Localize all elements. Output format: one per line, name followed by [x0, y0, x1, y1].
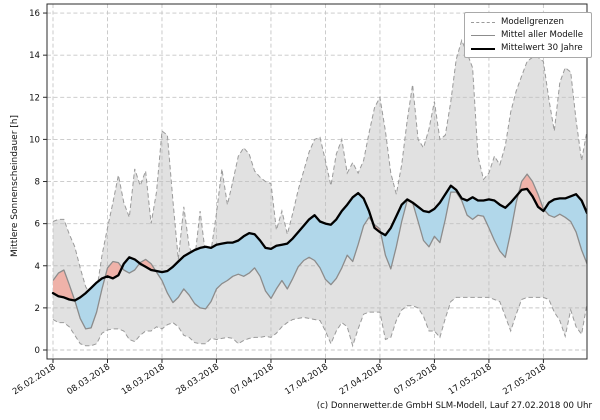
- y-tick-label: 16: [29, 9, 40, 19]
- y-tick-label: 12: [29, 93, 40, 103]
- y-tick-label: 4: [35, 262, 40, 272]
- x-tick-label: 07.05.2018: [392, 362, 439, 397]
- model-range-lower-bound: [52, 296, 587, 348]
- black-line-sample-icon: [471, 47, 495, 50]
- x-tick-label: 17.05.2018: [447, 362, 494, 397]
- chart-legend: Modellgrenzen Mittel aller Modelle Mitte…: [464, 12, 592, 59]
- legend-item-modellgrenzen: Modellgrenzen: [471, 17, 585, 27]
- band-model-below-mean: [53, 185, 587, 329]
- x-tick-label: 07.04.2018: [229, 362, 276, 397]
- y-tick-label: 10: [29, 135, 40, 145]
- y-tick-label: 8: [35, 178, 40, 188]
- y-tick-label: 6: [35, 220, 40, 230]
- x-tick-label: 18.03.2018: [120, 362, 167, 397]
- gray-line-sample-icon: [471, 35, 495, 37]
- x-tick-label: 27.05.2018: [501, 362, 548, 397]
- legend-item-mittelwert-30-jahre: Mittelwert 30 Jahre: [471, 44, 585, 53]
- y-tick-label: 2: [35, 304, 40, 314]
- copyright-footer: (c) Donnerwetter.de GmbH SLM-Modell, Lau…: [316, 401, 592, 411]
- legend-label: Modellgrenzen: [501, 17, 564, 27]
- x-tick-label: 08.03.2018: [65, 362, 112, 397]
- model-range-area: [53, 40, 587, 346]
- model-mean-line: [52, 173, 587, 330]
- mean-30-years-line: [51, 184, 587, 302]
- y-tick-label: 0: [35, 346, 40, 356]
- x-tick-label: 17.04.2018: [283, 362, 330, 397]
- x-tick-label: 27.04.2018: [338, 362, 385, 397]
- y-axis-title: Mittlere Sonnenscheindauer [h]: [10, 115, 20, 257]
- legend-item-mittel-aller-modelle: Mittel aller Modelle: [471, 30, 585, 41]
- dashed-line-sample-icon: [471, 22, 495, 23]
- y-tick-label: 14: [29, 51, 40, 61]
- plot-area: [51, 38, 587, 348]
- legend-label: Mittelwert 30 Jahre: [501, 43, 583, 54]
- model-range-upper-bound: [52, 38, 587, 296]
- legend-label: Mittel aller Modelle: [501, 30, 584, 41]
- x-tick-label: 28.03.2018: [174, 362, 221, 397]
- x-tick-label: 26.02.2018: [11, 362, 58, 397]
